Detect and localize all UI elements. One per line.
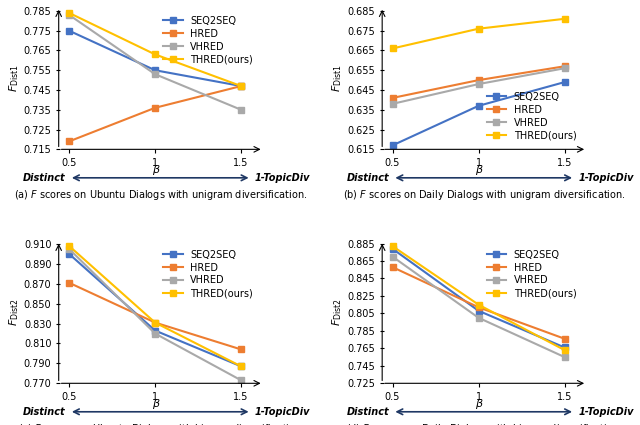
SEQ2SEQ	[65, 251, 73, 256]
SEQ2SEQ	[475, 103, 483, 108]
Text: Distinct: Distinct	[346, 407, 389, 417]
VHRED	[237, 107, 245, 112]
Text: β: β	[475, 165, 482, 175]
Text: Distinct: Distinct	[346, 173, 389, 183]
THRED(ours)	[388, 244, 396, 249]
Y-axis label: $F_{\mathrm{Dist1}}$: $F_{\mathrm{Dist1}}$	[7, 64, 20, 92]
Text: Distinct: Distinct	[23, 173, 65, 183]
HRED	[388, 265, 396, 270]
THRED(ours)	[65, 244, 73, 249]
THRED(ours)	[65, 10, 73, 15]
Line: VHRED: VHRED	[67, 246, 244, 383]
VHRED	[388, 101, 396, 106]
HRED	[65, 280, 73, 285]
HRED	[561, 64, 568, 69]
SEQ2SEQ	[65, 28, 73, 33]
Line: THRED(ours): THRED(ours)	[390, 16, 568, 51]
THRED(ours)	[561, 348, 568, 353]
SEQ2SEQ	[151, 328, 159, 333]
Text: 1-TopicDiv: 1-TopicDiv	[255, 173, 310, 183]
Text: (d) $F$ scores on Daily Dialogs with bigram diversification.: (d) $F$ scores on Daily Dialogs with big…	[346, 422, 623, 425]
VHRED	[151, 331, 159, 336]
THRED(ours)	[151, 52, 159, 57]
Text: β: β	[475, 399, 482, 409]
HRED	[237, 347, 245, 352]
SEQ2SEQ	[475, 308, 483, 313]
Text: 1-TopicDiv: 1-TopicDiv	[579, 173, 634, 183]
SEQ2SEQ	[388, 246, 396, 251]
Line: SEQ2SEQ: SEQ2SEQ	[67, 28, 244, 89]
Line: SEQ2SEQ: SEQ2SEQ	[390, 246, 568, 350]
VHRED	[475, 82, 483, 87]
SEQ2SEQ	[151, 68, 159, 73]
THRED(ours)	[237, 364, 245, 369]
Line: HRED: HRED	[390, 264, 568, 342]
Line: VHRED: VHRED	[390, 254, 568, 360]
SEQ2SEQ	[237, 83, 245, 88]
Y-axis label: $F_{\mathrm{Dist1}}$: $F_{\mathrm{Dist1}}$	[330, 64, 344, 92]
HRED	[237, 83, 245, 88]
THRED(ours)	[561, 16, 568, 21]
Line: SEQ2SEQ: SEQ2SEQ	[67, 251, 244, 369]
Legend: SEQ2SEQ, HRED, VHRED, THRED(ours): SEQ2SEQ, HRED, VHRED, THRED(ours)	[159, 246, 257, 302]
Line: THRED(ours): THRED(ours)	[67, 243, 244, 369]
Line: THRED(ours): THRED(ours)	[390, 244, 568, 353]
HRED	[151, 105, 159, 111]
THRED(ours)	[151, 320, 159, 325]
VHRED	[475, 315, 483, 320]
VHRED	[65, 12, 73, 17]
SEQ2SEQ	[388, 143, 396, 148]
Y-axis label: $F_{\mathrm{Dist2}}$: $F_{\mathrm{Dist2}}$	[7, 298, 21, 326]
HRED	[388, 95, 396, 100]
VHRED	[388, 254, 396, 259]
THRED(ours)	[475, 302, 483, 307]
VHRED	[151, 72, 159, 77]
HRED	[561, 336, 568, 341]
Line: VHRED: VHRED	[67, 12, 244, 113]
Line: HRED: HRED	[390, 63, 568, 101]
THRED(ours)	[237, 83, 245, 88]
VHRED	[561, 354, 568, 360]
Line: SEQ2SEQ: SEQ2SEQ	[390, 79, 568, 148]
Line: VHRED: VHRED	[390, 65, 568, 107]
Line: HRED: HRED	[67, 280, 244, 352]
Legend: SEQ2SEQ, HRED, VHRED, THRED(ours): SEQ2SEQ, HRED, VHRED, THRED(ours)	[483, 88, 580, 144]
Y-axis label: $F_{\mathrm{Dist2}}$: $F_{\mathrm{Dist2}}$	[330, 298, 344, 326]
THRED(ours)	[388, 46, 396, 51]
Text: 1-TopicDiv: 1-TopicDiv	[579, 407, 634, 417]
SEQ2SEQ	[237, 364, 245, 369]
Line: THRED(ours): THRED(ours)	[67, 10, 244, 89]
VHRED	[561, 66, 568, 71]
Text: β: β	[152, 165, 159, 175]
HRED	[151, 320, 159, 325]
HRED	[475, 305, 483, 310]
HRED	[475, 78, 483, 83]
Legend: SEQ2SEQ, HRED, VHRED, THRED(ours): SEQ2SEQ, HRED, VHRED, THRED(ours)	[159, 12, 257, 68]
VHRED	[65, 246, 73, 252]
Text: Distinct: Distinct	[23, 407, 65, 417]
SEQ2SEQ	[561, 345, 568, 350]
Legend: SEQ2SEQ, HRED, VHRED, THRED(ours): SEQ2SEQ, HRED, VHRED, THRED(ours)	[483, 246, 580, 302]
Text: β: β	[152, 399, 159, 409]
Line: HRED: HRED	[67, 83, 244, 144]
SEQ2SEQ	[561, 79, 568, 85]
HRED	[65, 139, 73, 144]
Text: (c) $F$ scores on Ubuntu Dialogs with bigram diversification.: (c) $F$ scores on Ubuntu Dialogs with bi…	[18, 422, 305, 425]
THRED(ours)	[475, 26, 483, 31]
Text: 1-TopicDiv: 1-TopicDiv	[255, 407, 310, 417]
Text: (b) $F$ scores on Daily Dialogs with unigram diversification.: (b) $F$ scores on Daily Dialogs with uni…	[343, 187, 626, 201]
VHRED	[237, 378, 245, 383]
Text: (a) $F$ scores on Ubuntu Dialogs with unigram diversification.: (a) $F$ scores on Ubuntu Dialogs with un…	[14, 187, 308, 201]
